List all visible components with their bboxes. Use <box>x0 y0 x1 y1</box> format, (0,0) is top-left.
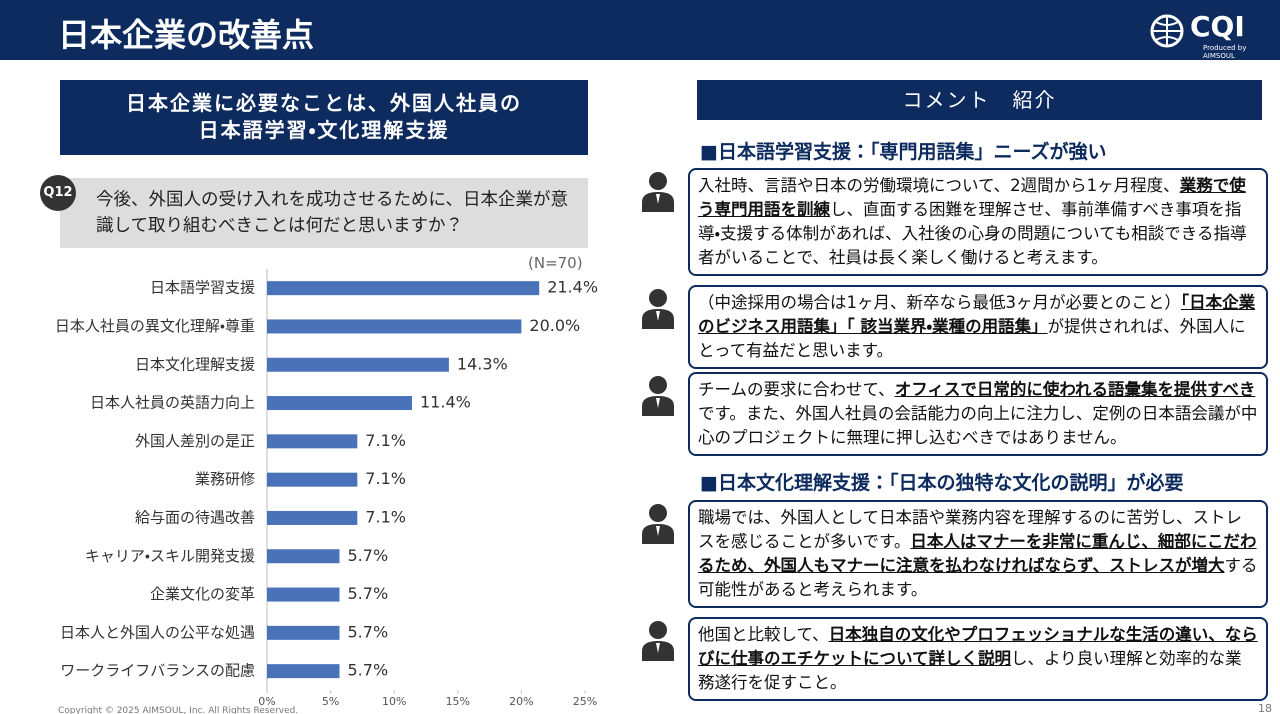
bar <box>267 281 540 296</box>
category-label: 日本人社員の異文化理解・尊重 <box>55 317 255 335</box>
x-tick-label: 0% <box>258 695 275 708</box>
x-tick-label: 10% <box>382 695 406 708</box>
category-label: キャリア・スキル開発支援 <box>85 547 255 565</box>
comment-box: チームの要求に合わせて、オフィスで日常的に使われる語彙集を提供すべきです。また、… <box>688 372 1268 456</box>
section-heading: ■日本語学習支援：「専門用語集」ニーズが強い <box>700 141 1107 163</box>
left-banner: 日本企業に必要なことは、外国人社員の 日本語学習・文化理解支援 <box>60 80 588 155</box>
question-box <box>60 178 588 248</box>
banner-line: 日本語学習・文化理解支援 <box>198 118 450 142</box>
comment-box: 職場では、外国人として日本語や業務内容を理解するのに苦労し、ストレスを感じること… <box>688 500 1268 608</box>
logo-globe <box>1150 14 1184 48</box>
emphasis: 日本人はマナーを非常に重んじ、細部にこだわるため、外国人もマナーに注意を払わなけ… <box>698 532 1257 575</box>
category-label: 外国人差別の是正 <box>135 432 255 450</box>
question-text: 今後、外国人の受け入れを成功させるために、日本企業が意識して取り組むべきことは何… <box>96 190 568 236</box>
comment-text: チームの要求に合わせて、 <box>698 380 895 399</box>
category-label: 企業文化の変革 <box>150 585 255 603</box>
bar <box>267 625 340 640</box>
comment-box: 他国と比較して、日本独自の文化やプロフェッショナルな生活の違い、ならびに仕事のエ… <box>688 617 1268 701</box>
bar <box>267 434 358 449</box>
category-label: 日本語学習支援 <box>150 279 255 297</box>
value-label: 5.7% <box>348 622 389 641</box>
emphasis: 「日本企業のビジネス用語集」「 該当業界・業種の用語集」 <box>698 293 1256 336</box>
comment-box: 入社時、言語や日本の労働環境について、2週間から1ヶ月程度、業務で使う専門用語を… <box>688 168 1268 276</box>
bar <box>267 472 358 487</box>
right-banner: コメント 紹介 <box>697 80 1262 120</box>
value-label: 11.4% <box>420 393 471 412</box>
question-no: Q12 <box>40 175 76 211</box>
logo-sub: Produced by AIMSOUL <box>1203 44 1247 60</box>
value-label: 5.7% <box>348 661 389 680</box>
slide-title: 日本企業の改善点 <box>58 16 315 54</box>
comment-text: 職場では、外国人として日本語や業務内容を理解するのに苦労し、ストレスを感じること… <box>698 508 1243 551</box>
x-tick-label: 15% <box>446 695 470 708</box>
person-icon <box>642 376 674 416</box>
bar <box>267 549 340 564</box>
logo-text: CQI <box>1190 10 1245 43</box>
comment-text: （中途採用の場合は1ヶ月、新卒なら最低3ヶ月が必要とのこと） <box>698 293 1181 312</box>
comment-text: です。また、外国人社員の会話能力の向上に注力し、定例の日本語会議が中心のプロジェ… <box>698 404 1258 447</box>
bar <box>267 357 449 372</box>
person-icon <box>642 621 674 661</box>
category-label: 日本文化理解支援 <box>135 355 255 373</box>
header-bar <box>0 0 1280 60</box>
value-label: 14.3% <box>457 354 508 373</box>
value-label: 7.1% <box>365 469 406 488</box>
x-tick-label: 20% <box>509 695 533 708</box>
bar <box>267 587 340 602</box>
person-icon <box>642 504 674 544</box>
section-heading: ■日本文化理解支援：「日本の独特な文化の説明」が必要 <box>700 472 1184 494</box>
category-label: 業務研修 <box>195 470 255 488</box>
category-label: 日本人社員の英語力向上 <box>90 394 255 412</box>
comment-text: し、より良い理解と効率的な業務遂行を促すこと。 <box>698 649 1242 692</box>
comment-text: 他国と比較して、 <box>698 625 829 644</box>
value-label: 5.7% <box>348 546 389 565</box>
bar <box>267 396 413 411</box>
emphasis: 日本独自の文化やプロフェッショナルな生活の違い、ならびに仕事のエチケットについて… <box>698 625 1258 668</box>
emphasis: 業務で使う専門用語を訓練 <box>698 176 1246 219</box>
category-label: 給与面の待遇改善 <box>135 508 255 526</box>
category-label: 日本人と外国人の公平な処遇 <box>60 623 255 641</box>
person-icon <box>642 172 674 212</box>
bar <box>267 510 358 525</box>
comment-text: する可能性があると考えられます。 <box>698 556 1258 599</box>
page-number: 18 <box>1258 702 1272 714</box>
x-tick-label: 25% <box>573 695 597 708</box>
x-tick-label: 5% <box>322 695 339 708</box>
comment-text: 入社時、言語や日本の労働環境について、2週間から1ヶ月程度、 <box>698 176 1180 195</box>
copyright: Copyright © 2025 AIMSOUL, Inc. All Right… <box>58 706 299 714</box>
bar <box>267 664 340 679</box>
value-label: 7.1% <box>365 431 406 450</box>
comment-box: （中途採用の場合は1ヶ月、新卒なら最低3ヶ月が必要とのこと）「日本企業のビジネス… <box>688 285 1268 369</box>
value-label: 5.7% <box>348 584 389 603</box>
emphasis: オフィスで日常的に使われる語彙集を提供すべき <box>894 380 1256 399</box>
banner-line: 日本企業に必要なことは、外国人社員の <box>126 91 522 115</box>
category-label: ワークライフバランスの配慮 <box>60 662 255 680</box>
value-label: 20.0% <box>529 316 580 335</box>
bar <box>267 319 522 334</box>
comment-text: し、直面する困難を理解させ、事前準備すべき事項を指導・支援する体制があれば、入社… <box>698 200 1247 267</box>
comment-text: が提供されれば、外国人にとって有益だと思います。 <box>698 317 1246 360</box>
value-label: 7.1% <box>365 507 406 526</box>
sample-size: (N=70) <box>528 254 583 272</box>
person-icon <box>642 289 674 329</box>
value-label: 21.4% <box>547 278 598 297</box>
